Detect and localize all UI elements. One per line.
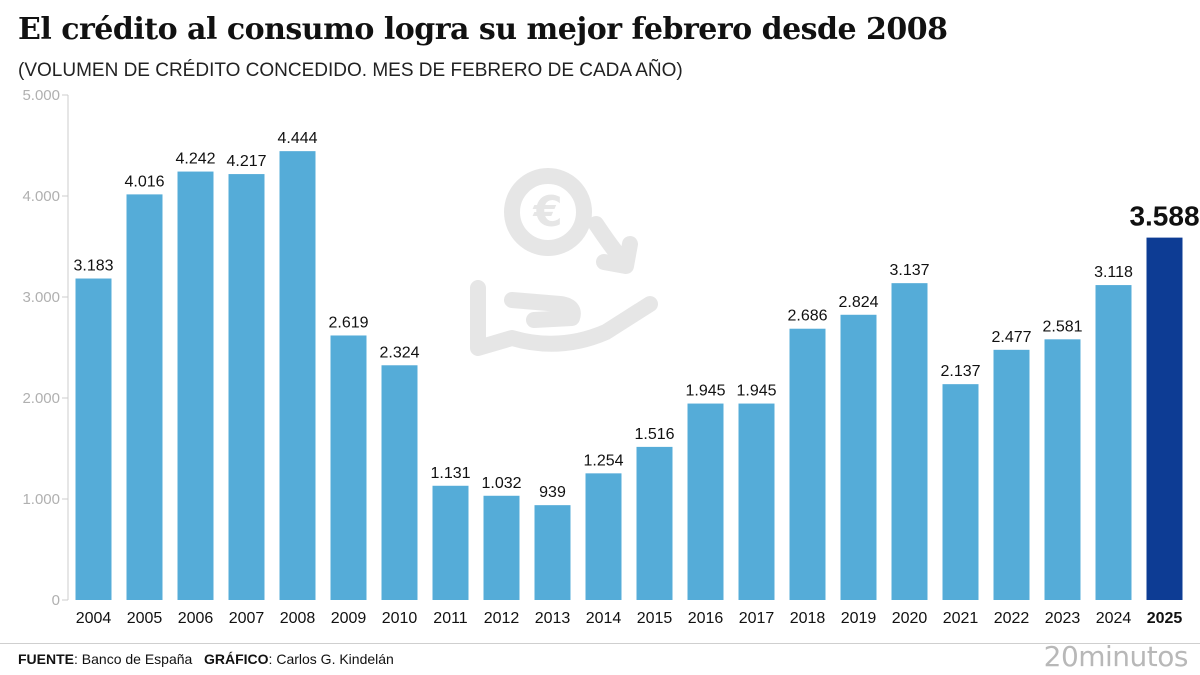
bar-2007 [228, 174, 265, 600]
y-tick-label: 3.000 [22, 289, 60, 306]
euro-symbol-icon: € [532, 187, 562, 236]
value-label-2011: 1.131 [430, 465, 470, 482]
value-label-2007: 4.217 [226, 153, 266, 170]
x-tick-label-2013: 2013 [535, 610, 571, 627]
x-tick-label-2016: 2016 [688, 610, 724, 627]
chart-subtitle: (VOLUMEN DE CRÉDITO CONCEDIDO. MES DE FE… [18, 60, 683, 81]
bar-2024 [1095, 285, 1132, 600]
x-tick-label-2012: 2012 [484, 610, 520, 627]
value-label-2015: 1.516 [634, 426, 674, 443]
value-label-2014: 1.254 [583, 452, 623, 469]
bar-2008 [279, 151, 316, 600]
value-label-2004: 3.183 [73, 258, 113, 275]
y-tick-label: 0 [52, 592, 60, 609]
x-tick-label-2007: 2007 [229, 610, 265, 627]
value-label-2023: 2.581 [1042, 318, 1082, 335]
watermark-euro-hand-icon [470, 168, 658, 356]
value-label-2020: 3.137 [889, 262, 929, 279]
x-tick-label-2004: 2004 [76, 610, 112, 627]
x-tick-label-2011: 2011 [433, 610, 468, 627]
bar-2015 [636, 446, 673, 600]
value-label-2019: 2.824 [838, 294, 878, 311]
x-tick-label-2017: 2017 [739, 610, 775, 627]
x-tick-label-2023: 2023 [1045, 610, 1081, 627]
value-label-2013: 939 [539, 484, 566, 501]
value-label-2010: 2.324 [379, 344, 419, 361]
brand-logo: 20minutos [1043, 640, 1189, 673]
y-tick-label: 2.000 [22, 390, 60, 407]
bar-chart: € 0 1.000 2.000 3.000 4.000 5.000 3.183 4.016 4… [22, 87, 1199, 627]
bars-group [75, 151, 1183, 601]
bar-2017 [738, 403, 775, 600]
y-tick-label: 5.000 [22, 87, 60, 104]
bar-2004 [75, 278, 112, 600]
bar-2013 [534, 505, 571, 600]
graphic-label: GRÁFICO [203, 651, 269, 667]
bar-2014 [585, 473, 622, 600]
bar-2010 [381, 365, 418, 600]
bar-2005 [126, 194, 163, 600]
bar-2006 [177, 171, 214, 601]
value-label-2016: 1.945 [685, 383, 725, 400]
source-value: Banco de España [81, 651, 193, 667]
x-tick-label-2024: 2024 [1096, 610, 1132, 627]
chart-title: El crédito al consumo logra su mejor feb… [18, 12, 948, 47]
x-tick-label-2008: 2008 [280, 610, 316, 627]
x-tick-label-2006: 2006 [178, 610, 214, 627]
x-tick-label-2014: 2014 [586, 610, 622, 627]
x-tick-label-2019: 2019 [841, 610, 877, 627]
value-label-2018: 2.686 [787, 308, 827, 325]
bar-2020 [891, 283, 928, 600]
value-label-2006: 4.242 [175, 151, 215, 168]
value-label-2005: 4.016 [124, 173, 164, 190]
bar-2023 [1044, 339, 1081, 600]
x-tick-label-2009: 2009 [331, 610, 367, 627]
bar-2009 [330, 335, 367, 600]
graphic-value: Carlos G. Kindelán [276, 651, 394, 667]
x-tick-label-2005: 2005 [127, 610, 163, 627]
bar-2011 [432, 485, 469, 600]
bar-2016 [687, 403, 724, 600]
bar-2021 [942, 384, 979, 600]
footer-divider [0, 643, 1200, 644]
x-tick-label-2022: 2022 [994, 610, 1030, 627]
bar-2018 [789, 328, 826, 600]
x-tick-label-2015: 2015 [637, 610, 673, 627]
x-tick-label-2020: 2020 [892, 610, 928, 627]
x-tick-label-2025: 2025 [1147, 610, 1183, 627]
value-label-2008: 4.444 [277, 130, 317, 147]
value-label-2012: 1.032 [481, 475, 521, 492]
y-tick-label: 1.000 [22, 491, 60, 508]
value-label-2009: 2.619 [328, 314, 368, 331]
y-axis: 0 1.000 2.000 3.000 4.000 5.000 [22, 87, 69, 609]
value-label-2021: 2.137 [940, 363, 980, 380]
bar-2025 [1146, 237, 1183, 600]
footer-credits: FUENTE: Banco de España GRÁFICO: Carlos … [18, 651, 394, 667]
y-tick-label: 4.000 [22, 188, 60, 205]
x-tick-label-2021: 2021 [943, 610, 979, 627]
bar-2012 [483, 495, 520, 600]
value-label-2025: 3.588 [1129, 201, 1199, 232]
bar-2019 [840, 314, 877, 600]
value-labels-group: 3.183 4.016 4.242 4.217 4.444 2.619 2.324 1.131… [73, 130, 1199, 501]
value-label-2024: 3.118 [1094, 264, 1133, 281]
bar-2022 [993, 349, 1030, 600]
x-axis-labels: 2004 2005 2006 2007 2008 2009 2010 2011 2012 2013… [76, 610, 1183, 627]
value-label-2017: 1.945 [736, 383, 776, 400]
x-tick-label-2010: 2010 [382, 610, 418, 627]
x-tick-label-2018: 2018 [790, 610, 826, 627]
value-label-2022: 2.477 [991, 329, 1031, 346]
source-label: FUENTE [18, 651, 74, 667]
